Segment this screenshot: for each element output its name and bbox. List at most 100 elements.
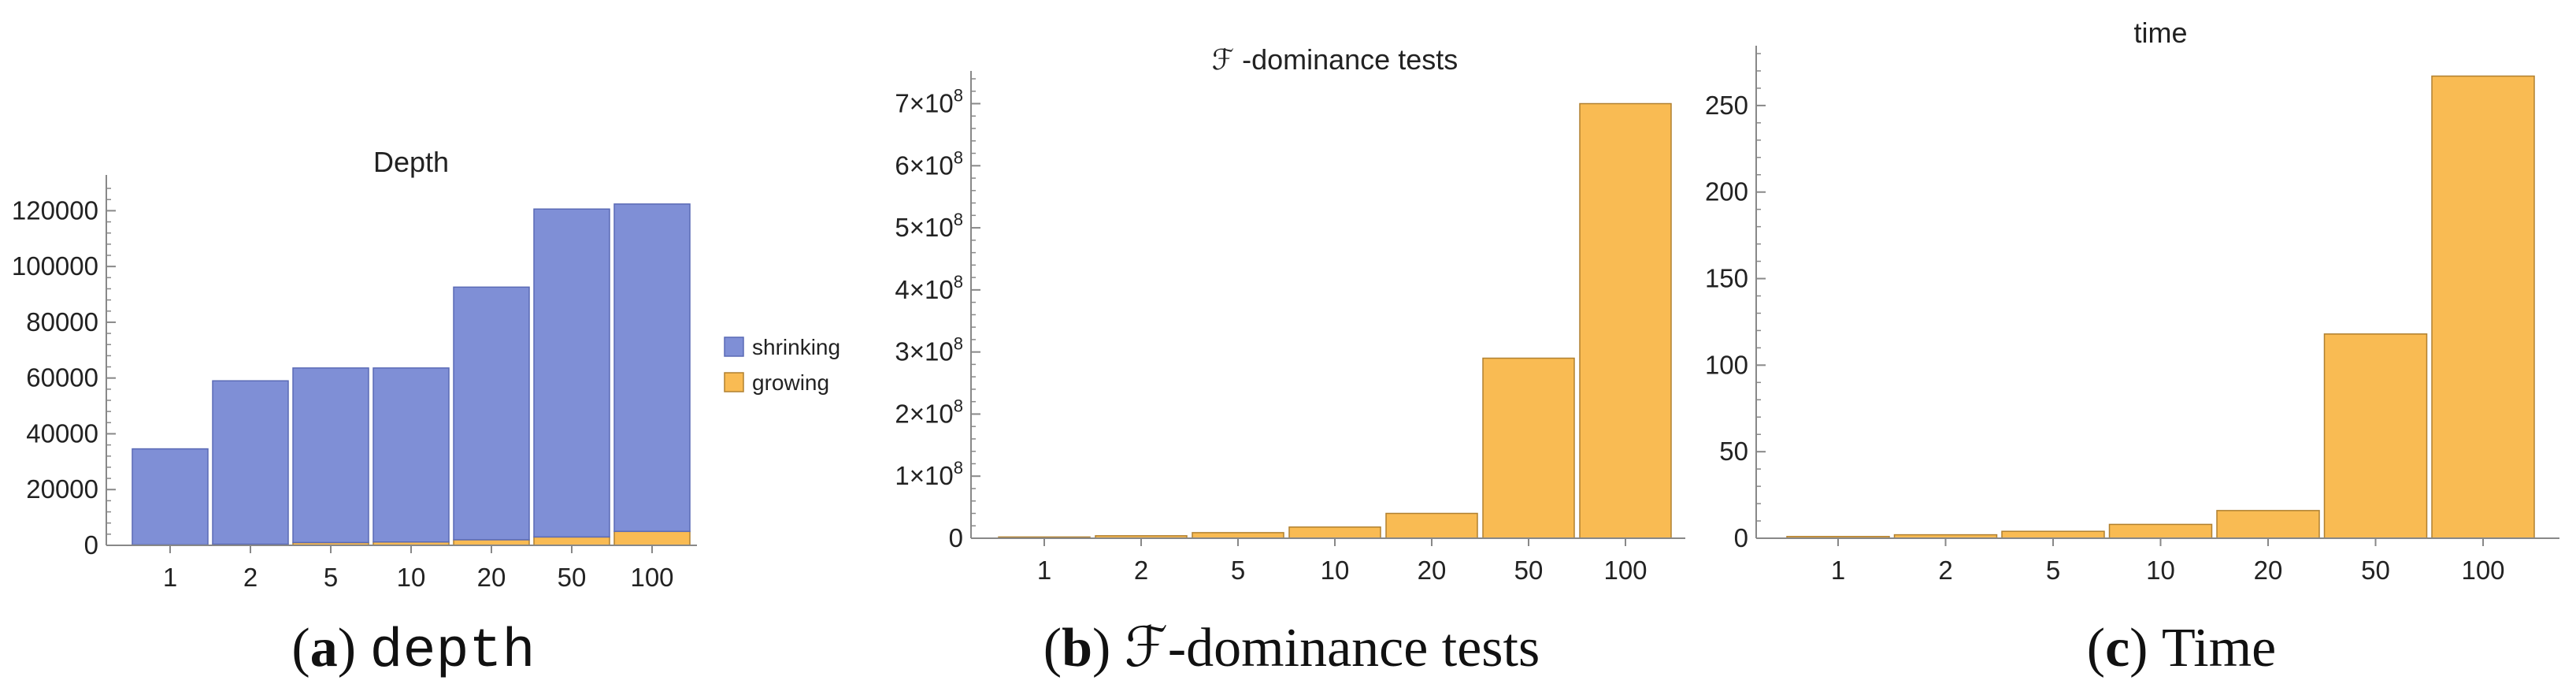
y-tick-label: 0 (1734, 523, 1748, 552)
time-chart: time 0 50 100 150 200 250 1 2 5 10 20 50 100 (1705, 17, 2559, 585)
x-tick-label: 20 (477, 563, 506, 592)
x-tick-label: 10 (2146, 556, 2175, 585)
x-tick-label: 100 (1603, 556, 1647, 585)
caption-letter: a (310, 618, 338, 679)
caption-open-paren: ( (291, 618, 309, 679)
x-tick-label: 5 (324, 563, 338, 592)
chart-title: time (2133, 17, 2187, 49)
y-tick-label-base: 5×10 (895, 213, 953, 242)
x-tick-label: 20 (1418, 556, 1447, 585)
y-tick-label-exponent: 8 (954, 147, 963, 167)
legend-swatch-shrinking (724, 336, 744, 357)
caption-space (1110, 618, 1125, 679)
x-tick-label: 100 (2461, 556, 2504, 585)
y-tick-label: 7×108 (895, 86, 963, 118)
legend-swatch-growing (724, 372, 744, 392)
bar-shrinking (292, 367, 369, 544)
chart-title: Depth (373, 146, 449, 178)
bar (1482, 357, 1575, 539)
y-tick-label: 4×108 (895, 272, 963, 304)
x-tick-label: 5 (1231, 556, 1245, 585)
y-tick-label-exponent: 8 (954, 272, 963, 292)
caption-letter: b (1062, 618, 1092, 679)
x-tick-label: 50 (558, 563, 587, 592)
legend-label-growing: growing (752, 370, 829, 395)
caption: (b) ℱ-dominance tests (1043, 618, 1540, 679)
caption-open-paren: ( (2087, 618, 2105, 679)
caption-text: ℱ-dominance tests (1125, 618, 1540, 679)
caption: (a) depth (291, 618, 535, 683)
y-tick-label: 6×108 (895, 147, 963, 180)
bar-growing (533, 536, 610, 546)
y-tick-label: 200 (1705, 177, 1748, 206)
x-tick-label: 1 (163, 563, 177, 592)
bar (2001, 530, 2105, 539)
x-tick-label: 1 (1037, 556, 1051, 585)
y-tick-label: 250 (1705, 91, 1748, 120)
caption-close-paren: ) (338, 618, 356, 679)
legend-label-shrinking: shrinking (752, 335, 840, 359)
bar-shrinking (132, 448, 209, 546)
caption-text: depth (370, 621, 536, 683)
x-tick-label: 2 (1938, 556, 1952, 585)
bar-shrinking (453, 286, 530, 541)
x-tick-label: 20 (2254, 556, 2283, 585)
caption-space (2148, 618, 2162, 679)
bar-shrinking (212, 380, 289, 545)
bar-shrinking (373, 367, 450, 543)
bar-growing (453, 539, 530, 546)
y-tick-label-exponent: 8 (954, 86, 963, 106)
bar (2108, 523, 2213, 539)
y-tick-label: 50 (1719, 437, 1748, 466)
y-tick-label: 60000 (26, 363, 98, 392)
y-tick-label-exponent: 8 (954, 396, 963, 415)
caption: (c) Time (2087, 618, 2276, 679)
bar (2323, 333, 2428, 539)
y-tick-label: 20000 (26, 474, 98, 504)
y-tick-label: 40000 (26, 418, 98, 448)
y-tick-label: 3×108 (895, 334, 963, 366)
bar-shrinking (533, 208, 610, 538)
y-tick-label: 5×108 (895, 210, 963, 242)
y-tick-label: 150 (1705, 264, 1748, 293)
x-tick-label: 1 (1831, 556, 1845, 585)
bar (1385, 512, 1478, 539)
y-tick-label: 1×108 (895, 458, 963, 490)
y-tick-label: 100000 (12, 251, 98, 281)
y-tick-label-base: 4×10 (895, 275, 953, 304)
caption-close-paren: ) (2129, 618, 2148, 679)
x-tick-label: 10 (397, 563, 426, 592)
y-tick-label-exponent: 8 (954, 458, 963, 478)
bar-growing (613, 530, 691, 546)
caption-open-paren: ( (1043, 618, 1062, 679)
y-tick-label-exponent: 8 (954, 334, 963, 354)
depth-chart: Depth 0 20000 40000 60000 80000 100000 120000 1 2… (12, 146, 840, 592)
y-tick-label: 2×108 (895, 396, 963, 428)
y-tick-label: 0 (949, 523, 963, 552)
x-tick-label: 10 (1321, 556, 1350, 585)
x-tick-label: 100 (630, 563, 673, 592)
x-tick-label: 50 (2361, 556, 2390, 585)
captions: (a) depth (b) ℱ-dominance tests (c) Time (291, 618, 2276, 683)
caption-letter: c (2105, 618, 2129, 679)
y-tick-label-base: 2×10 (895, 399, 953, 428)
x-tick-label: 2 (243, 563, 258, 592)
caption-text: Time (2162, 618, 2276, 679)
y-tick-label-base: 0 (949, 523, 963, 552)
x-tick-label: 2 (1134, 556, 1148, 585)
bar (1288, 526, 1381, 539)
dominance-tests-chart: ℱ -dominance tests01×1082×1083×1084×1085… (895, 43, 1685, 585)
bar-shrinking (613, 203, 691, 533)
y-tick-label-exponent: 8 (954, 210, 963, 229)
y-tick-label: 0 (84, 530, 98, 560)
x-tick-label: 5 (2046, 556, 2060, 585)
y-tick-label-base: 3×10 (895, 337, 953, 366)
bar (1579, 102, 1672, 539)
y-tick-label-base: 1×10 (895, 461, 953, 490)
bar (1192, 532, 1284, 539)
y-tick-label: 100 (1705, 350, 1748, 379)
y-tick-label: 120000 (12, 195, 98, 225)
caption-close-paren: ) (1092, 618, 1110, 679)
caption-space (356, 618, 370, 679)
